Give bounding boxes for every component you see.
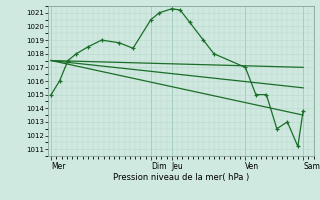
X-axis label: Pression niveau de la mer( hPa ): Pression niveau de la mer( hPa ) (113, 173, 249, 182)
